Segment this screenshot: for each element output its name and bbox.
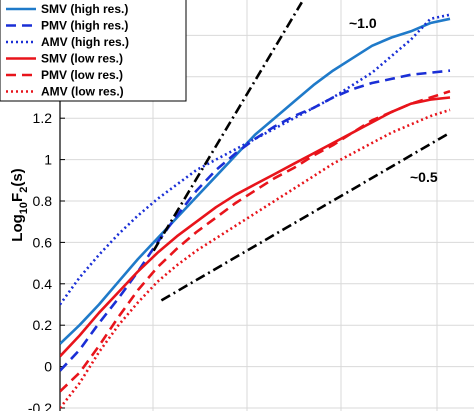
y-axis-label-part: 10 <box>18 202 30 214</box>
series-line-1 <box>60 17 451 345</box>
reference-lines <box>152 1 451 302</box>
legend-label: PMV (low res.) <box>41 68 123 82</box>
legend-label: SMV (high res.) <box>41 2 128 16</box>
series-line-5 <box>60 90 451 393</box>
y-tick-label: 0 <box>44 359 52 375</box>
y-tick-label: 1.2 <box>33 110 53 126</box>
series-group <box>60 13 451 409</box>
slope-annotation: ~1.0 <box>349 15 377 31</box>
y-tick-label: 0.8 <box>33 193 53 209</box>
legend-label: AMV (low res.) <box>41 85 124 99</box>
legend-box <box>0 0 187 102</box>
y-tick-label: 0.6 <box>33 234 53 250</box>
y-axis-label-part: 2 <box>18 187 30 193</box>
y-tick-label: 0.4 <box>33 276 53 292</box>
legend-label: PMV (high res.) <box>41 19 128 33</box>
legend: SMV (high res.) PMV (high res.) AMV (high … <box>0 0 187 102</box>
reference-line-2 <box>160 131 451 302</box>
y-axis-label-part: Log <box>9 214 26 242</box>
y-tick-label: 0.2 <box>33 317 53 333</box>
series-line-2 <box>60 69 451 372</box>
legend-label: AMV (high res.) <box>41 35 129 49</box>
reference-line-1 <box>152 1 303 252</box>
y-axis-label: Log10F2(s) <box>9 168 30 241</box>
y-tick-label: -0.2 <box>28 400 52 411</box>
y-tick-label: 1 <box>44 152 52 168</box>
annotations: ~1.0 ~0.5 <box>349 15 438 185</box>
y-axis-label-part: (s) <box>9 168 26 186</box>
legend-label: SMV (low res.) <box>41 52 123 66</box>
series-line-6 <box>60 108 451 409</box>
y-axis-label-part: F <box>9 193 26 202</box>
series-line-3 <box>60 13 451 306</box>
slope-annotation: ~0.5 <box>410 169 438 185</box>
